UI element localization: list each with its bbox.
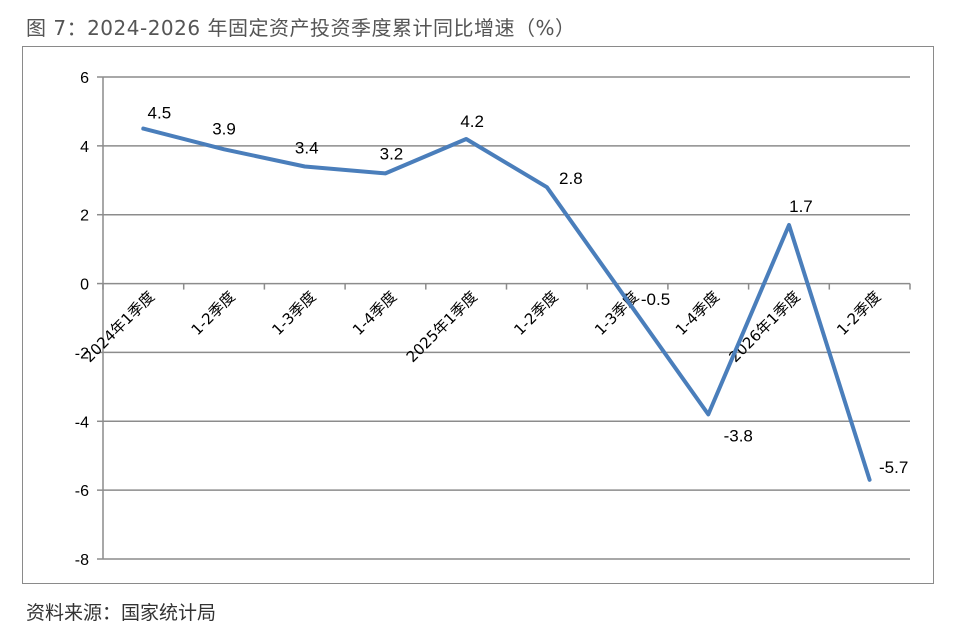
- source-note: 资料来源：国家统计局: [26, 602, 217, 624]
- data-label: 3.4: [295, 139, 319, 158]
- data-label: 4.2: [460, 112, 484, 131]
- data-label: -3.8: [724, 426, 753, 445]
- y-tick-labels: 6 4 2 0 -2 -4 -6 -8: [75, 70, 89, 569]
- data-label: -0.5: [641, 290, 670, 309]
- x-tick-labels: 2024年1季度 1-2季度 1-3季度 1-4季度 2025年1季度 1-2季度 1-3季…: [80, 288, 885, 366]
- data-label: 3.2: [380, 144, 404, 163]
- y-tick-label: 6: [80, 70, 89, 87]
- data-label: 3.9: [212, 119, 236, 138]
- grid-lines: [103, 76, 910, 560]
- y-tick-label: -4: [75, 414, 89, 431]
- y-tick-label: -2: [75, 345, 89, 362]
- x-tick-label: 2026年1季度: [725, 288, 803, 366]
- data-label: 1.7: [789, 197, 813, 216]
- y-tick-label: 0: [80, 277, 89, 294]
- x-tick-label: 1-3季度: [268, 288, 319, 339]
- data-label: -5.7: [879, 458, 908, 477]
- series-line: [141, 126, 872, 482]
- data-label: 4.5: [148, 104, 172, 123]
- x-tick-label: 1-4季度: [672, 288, 723, 339]
- x-tick-label: 1-2季度: [833, 288, 884, 339]
- series-line-group: [141, 126, 872, 482]
- figure-title: 图 7：2024-2026 年固定资产投资季度累计同比增速（%）: [26, 16, 576, 40]
- y-tick-label: 2: [80, 208, 89, 225]
- x-tick-label: 2025年1季度: [403, 288, 481, 366]
- x-tick-label: 1-2季度: [188, 288, 239, 339]
- y-tick-label: 4: [80, 139, 89, 156]
- axis: [97, 76, 911, 560]
- data-labels: 4.5 3.9 3.4 3.2 4.2 2.8 -0.5 -3.8 1.7 -5.7: [148, 104, 909, 477]
- x-tick-label: 1-4季度: [349, 288, 400, 339]
- data-label: 2.8: [559, 169, 583, 188]
- x-tick-label: 1-2季度: [510, 288, 561, 339]
- y-tick-label: -6: [75, 483, 89, 500]
- y-tick-label: -8: [75, 552, 89, 569]
- x-tick-label: 2024年1季度: [80, 288, 158, 366]
